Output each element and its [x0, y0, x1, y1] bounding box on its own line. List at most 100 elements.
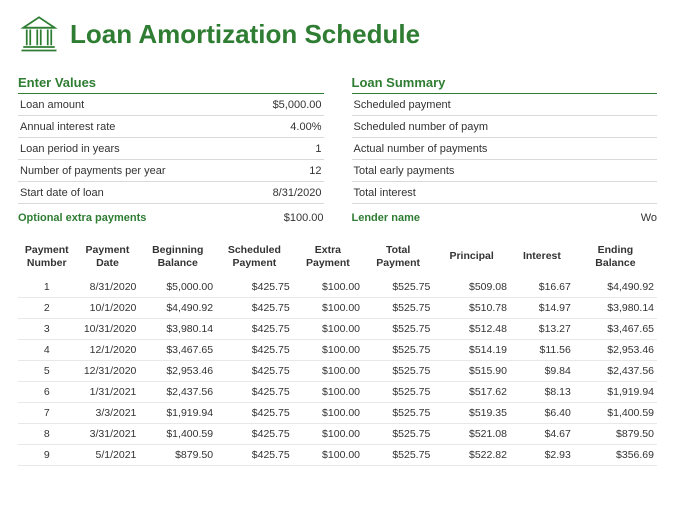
column-header: BeginningBalance	[139, 238, 216, 277]
summary-row: Actual number of payments	[352, 138, 658, 160]
summary-row: Scheduled number of paym	[352, 116, 658, 138]
table-row: 95/1/2021$879.50$425.75$100.00$525.75$52…	[18, 445, 657, 466]
table-cell: $425.75	[216, 340, 293, 361]
input-label: Loan amount	[20, 99, 84, 111]
loan-summary-section: Loan Summary Scheduled paymentScheduled …	[352, 75, 658, 230]
input-value[interactable]: 8/31/2020	[273, 187, 322, 199]
input-value[interactable]: 1	[315, 143, 321, 155]
table-row: 18/31/2020$5,000.00$425.75$100.00$525.75…	[18, 277, 657, 298]
table-cell: $3,467.65	[139, 340, 216, 361]
input-label: Loan period in years	[20, 143, 120, 155]
table-cell: $525.75	[363, 298, 433, 319]
table-cell: 2	[18, 298, 76, 319]
column-header: TotalPayment	[363, 238, 433, 277]
table-cell: $6.40	[510, 403, 574, 424]
table-cell: $425.75	[216, 424, 293, 445]
table-cell: 3/31/2021	[76, 424, 140, 445]
table-cell: $16.67	[510, 277, 574, 298]
table-cell: $879.50	[574, 424, 657, 445]
summary-label: Total interest	[354, 187, 416, 199]
table-cell: $525.75	[363, 445, 433, 466]
table-cell: 5/1/2021	[76, 445, 140, 466]
summary-row: Total interest	[352, 182, 658, 204]
table-cell: $519.35	[433, 403, 510, 424]
table-cell: $514.19	[433, 340, 510, 361]
table-cell: $3,980.14	[139, 319, 216, 340]
table-cell: $100.00	[293, 361, 363, 382]
table-cell: $425.75	[216, 298, 293, 319]
table-cell: $1,400.59	[574, 403, 657, 424]
input-label: Start date of loan	[20, 187, 104, 199]
table-cell: 3	[18, 319, 76, 340]
table-cell: $425.75	[216, 403, 293, 424]
table-cell: $100.00	[293, 277, 363, 298]
table-cell: $1,400.59	[139, 424, 216, 445]
table-cell: $425.75	[216, 319, 293, 340]
table-cell: $4.67	[510, 424, 574, 445]
bank-icon	[18, 12, 70, 57]
table-cell: $1,919.94	[139, 403, 216, 424]
table-cell: 8/31/2020	[76, 277, 140, 298]
summary-label: Scheduled payment	[354, 99, 451, 111]
column-header: ScheduledPayment	[216, 238, 293, 277]
table-cell: 10/1/2020	[76, 298, 140, 319]
enter-values-section: Enter Values Loan amount$5,000.00Annual …	[18, 75, 324, 230]
table-cell: $100.00	[293, 403, 363, 424]
lender-value: Wo	[641, 212, 657, 224]
table-cell: $515.90	[433, 361, 510, 382]
enter-values-title: Enter Values	[18, 75, 324, 94]
table-cell: 7	[18, 403, 76, 424]
schedule-table: PaymentNumberPaymentDateBeginningBalance…	[18, 238, 657, 466]
input-value[interactable]: 4.00%	[290, 121, 321, 133]
table-row: 412/1/2020$3,467.65$425.75$100.00$525.75…	[18, 340, 657, 361]
table-cell: $521.08	[433, 424, 510, 445]
column-header: EndingBalance	[574, 238, 657, 277]
table-cell: $1,919.94	[574, 382, 657, 403]
table-cell: $356.69	[574, 445, 657, 466]
table-cell: $14.97	[510, 298, 574, 319]
table-cell: 4	[18, 340, 76, 361]
table-cell: 12/31/2020	[76, 361, 140, 382]
table-cell: $525.75	[363, 361, 433, 382]
table-cell: 12/1/2020	[76, 340, 140, 361]
table-cell: $100.00	[293, 382, 363, 403]
extra-payments-value: $100.00	[284, 212, 324, 224]
column-header: PaymentDate	[76, 238, 140, 277]
column-header: Principal	[433, 238, 510, 277]
table-cell: $13.27	[510, 319, 574, 340]
header: Loan Amortization Schedule	[0, 0, 675, 75]
table-cell: $8.13	[510, 382, 574, 403]
extra-payments-row: Optional extra payments $100.00	[18, 206, 324, 230]
summary-label: Scheduled number of paym	[354, 121, 489, 133]
table-cell: $525.75	[363, 319, 433, 340]
lender-row: Lender name Wo	[352, 206, 658, 230]
table-row: 83/31/2021$1,400.59$425.75$100.00$525.75…	[18, 424, 657, 445]
input-value[interactable]: 12	[309, 165, 321, 177]
table-cell: $525.75	[363, 382, 433, 403]
enter-values-row: Loan amount $5,000.00	[18, 94, 324, 116]
table-cell: $100.00	[293, 445, 363, 466]
table-cell: $525.75	[363, 340, 433, 361]
column-header: ExtraPayment	[293, 238, 363, 277]
summary-row: Total early payments	[352, 160, 658, 182]
summary-label: Actual number of payments	[354, 143, 488, 155]
extra-payments-label: Optional extra payments	[18, 212, 146, 224]
table-cell: 9	[18, 445, 76, 466]
summary-row: Scheduled payment	[352, 94, 658, 116]
table-cell: $9.84	[510, 361, 574, 382]
table-cell: $522.82	[433, 445, 510, 466]
table-cell: $425.75	[216, 277, 293, 298]
table-cell: 5	[18, 361, 76, 382]
table-cell: $525.75	[363, 403, 433, 424]
input-value[interactable]: $5,000.00	[273, 99, 322, 111]
table-cell: $100.00	[293, 340, 363, 361]
table-cell: $2,437.56	[139, 382, 216, 403]
table-cell: $4,490.92	[139, 298, 216, 319]
table-cell: $509.08	[433, 277, 510, 298]
table-cell: 6	[18, 382, 76, 403]
table-row: 73/3/2021$1,919.94$425.75$100.00$525.75$…	[18, 403, 657, 424]
table-cell: 1/31/2021	[76, 382, 140, 403]
table-cell: $5,000.00	[139, 277, 216, 298]
table-cell: $3,467.65	[574, 319, 657, 340]
column-header: PaymentNumber	[18, 238, 76, 277]
